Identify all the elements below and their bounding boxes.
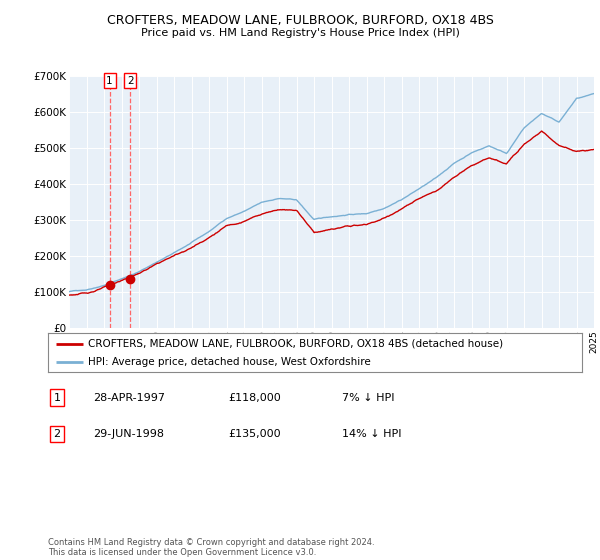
Text: 2: 2 (127, 76, 133, 86)
Text: £118,000: £118,000 (228, 393, 281, 403)
Text: 29-JUN-1998: 29-JUN-1998 (93, 429, 164, 439)
Text: HPI: Average price, detached house, West Oxfordshire: HPI: Average price, detached house, West… (88, 357, 371, 367)
Text: £135,000: £135,000 (228, 429, 281, 439)
Text: 1: 1 (106, 76, 113, 86)
Text: 2: 2 (53, 429, 61, 439)
Text: 14% ↓ HPI: 14% ↓ HPI (342, 429, 401, 439)
Text: 1: 1 (53, 393, 61, 403)
Text: CROFTERS, MEADOW LANE, FULBROOK, BURFORD, OX18 4BS: CROFTERS, MEADOW LANE, FULBROOK, BURFORD… (107, 14, 493, 27)
Text: Price paid vs. HM Land Registry's House Price Index (HPI): Price paid vs. HM Land Registry's House … (140, 28, 460, 38)
Text: 7% ↓ HPI: 7% ↓ HPI (342, 393, 395, 403)
Text: 28-APR-1997: 28-APR-1997 (93, 393, 165, 403)
Text: Contains HM Land Registry data © Crown copyright and database right 2024.
This d: Contains HM Land Registry data © Crown c… (48, 538, 374, 557)
Text: CROFTERS, MEADOW LANE, FULBROOK, BURFORD, OX18 4BS (detached house): CROFTERS, MEADOW LANE, FULBROOK, BURFORD… (88, 339, 503, 349)
